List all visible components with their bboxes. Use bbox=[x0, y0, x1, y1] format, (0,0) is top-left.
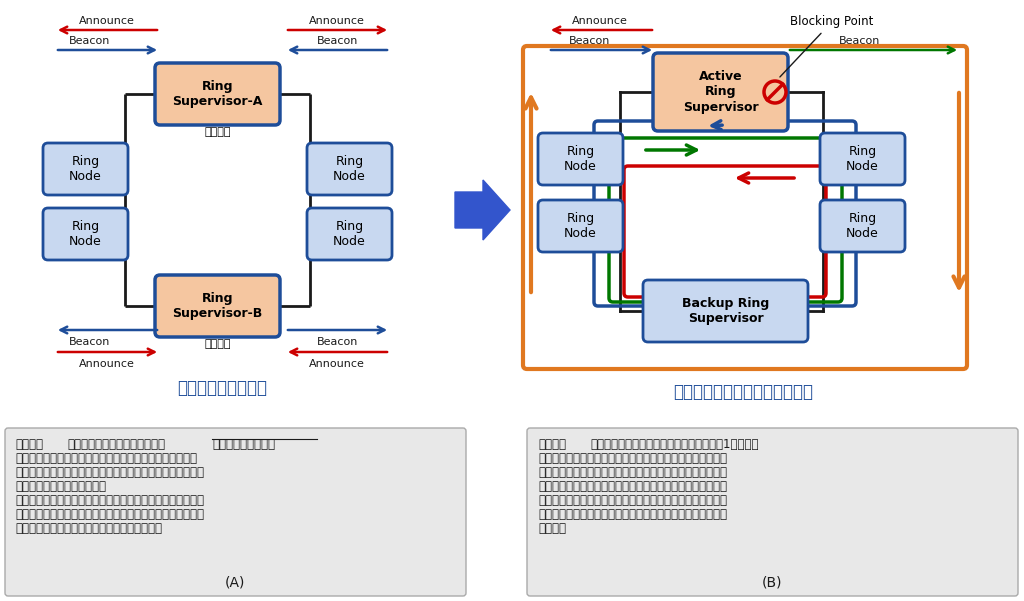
Text: Beacon: Beacon bbox=[317, 36, 358, 46]
Text: Announce: Announce bbox=[572, 16, 628, 26]
Text: 複数のリング・スーパーバイザが存在する場合は、受信した: 複数のリング・スーパーバイザが存在する場合は、受信した bbox=[15, 494, 204, 507]
Text: Ring
Node: Ring Node bbox=[846, 212, 879, 240]
Text: 初期状態: 初期状態 bbox=[15, 438, 43, 451]
Text: Blocking Point: Blocking Point bbox=[780, 16, 873, 77]
Text: 送信。ビーコンとアナウンスがリングを巡回し逆ポートから: 送信。ビーコンとアナウンスがリングを巡回し逆ポートから bbox=[538, 480, 727, 493]
Text: 正しく受信することで、リングの安定状態を確認する。その: 正しく受信することで、リングの安定状態を確認する。その bbox=[538, 494, 727, 507]
Text: 通常フレームは遷断: 通常フレームは遷断 bbox=[177, 379, 267, 397]
Text: 安定状態: 安定状態 bbox=[538, 438, 566, 451]
FancyBboxPatch shape bbox=[5, 428, 466, 596]
FancyBboxPatch shape bbox=[307, 208, 392, 260]
Text: 通常フレームを遮断: 通常フレームを遮断 bbox=[212, 438, 275, 451]
Text: 断していないポートからアナウンス・フレームを一定間隔で: 断していないポートからアナウンス・フレームを一定間隔で bbox=[538, 466, 727, 479]
Text: (B): (B) bbox=[762, 576, 782, 590]
Text: 認するとリング構成と認識。: 認するとリング構成と認識。 bbox=[15, 480, 106, 493]
Text: Ring
Node: Ring Node bbox=[333, 220, 366, 248]
Text: 視する。: 視する。 bbox=[538, 522, 566, 535]
FancyBboxPatch shape bbox=[307, 143, 392, 195]
Text: Announce: Announce bbox=[309, 16, 365, 26]
FancyBboxPatch shape bbox=[653, 53, 788, 131]
Text: ビーコンの情報を基に、最高優先度のスーパーバイザがアク: ビーコンの情報を基に、最高優先度のスーパーバイザがアク bbox=[15, 508, 204, 521]
Text: Announce: Announce bbox=[79, 359, 135, 369]
Text: Ring
Supervisor-A: Ring Supervisor-A bbox=[172, 80, 263, 108]
FancyBboxPatch shape bbox=[820, 200, 905, 252]
Text: Announce: Announce bbox=[79, 16, 135, 26]
Text: Ring
Node: Ring Node bbox=[564, 145, 597, 173]
FancyBboxPatch shape bbox=[820, 133, 905, 185]
Text: Backup Ring
Supervisor: Backup Ring Supervisor bbox=[682, 297, 769, 325]
FancyBboxPatch shape bbox=[538, 133, 623, 185]
Text: Beacon: Beacon bbox=[70, 337, 111, 347]
Text: Beacon: Beacon bbox=[70, 36, 111, 46]
Text: (A): (A) bbox=[225, 576, 245, 590]
Text: Ring
Node: Ring Node bbox=[70, 220, 101, 248]
Text: した状態で、ビーコンとアナウンスを両ポートから送信。: した状態で、ビーコンとアナウンスを両ポートから送信。 bbox=[15, 452, 197, 465]
Text: Ring
Node: Ring Node bbox=[564, 212, 597, 240]
FancyBboxPatch shape bbox=[643, 280, 808, 342]
Text: Ring
Node: Ring Node bbox=[333, 155, 366, 183]
Text: ：アクティブ・リング・スーパーバイザは1ポートの: ：アクティブ・リング・スーパーバイザは1ポートの bbox=[590, 438, 759, 451]
FancyBboxPatch shape bbox=[43, 208, 128, 260]
Text: 高優先度: 高優先度 bbox=[204, 127, 230, 137]
Text: リング・スーパーバイザは、両ポートでビーコンの巡回を確: リング・スーパーバイザは、両ポートでビーコンの巡回を確 bbox=[15, 466, 204, 479]
Text: Ring
Node: Ring Node bbox=[846, 145, 879, 173]
Text: Ring
Supervisor-B: Ring Supervisor-B bbox=[172, 292, 262, 320]
Text: Beacon: Beacon bbox=[569, 36, 610, 46]
FancyBboxPatch shape bbox=[527, 428, 1018, 596]
Text: Beacon: Beacon bbox=[317, 337, 358, 347]
FancyBboxPatch shape bbox=[538, 200, 623, 252]
Text: 後は、障害発生と新たなリング・スーパーバイザの登場を監: 後は、障害発生と新たなリング・スーパーバイザの登場を監 bbox=[538, 508, 727, 521]
FancyBboxPatch shape bbox=[155, 275, 280, 337]
Text: ティブになり、その他はバックアップになる。: ティブになり、その他はバックアップになる。 bbox=[15, 522, 162, 535]
Text: 通常フレームを遮断。両ポートからビーコン・フレーム、遮: 通常フレームを遮断。両ポートからビーコン・フレーム、遮 bbox=[538, 452, 727, 465]
Text: ：各リング・スーパーバイザは: ：各リング・スーパーバイザは bbox=[67, 438, 165, 451]
Text: Active
Ring
Supervisor: Active Ring Supervisor bbox=[683, 70, 759, 114]
Text: Announce: Announce bbox=[309, 359, 365, 369]
Text: Beacon: Beacon bbox=[840, 36, 881, 46]
Text: 通常フレームは双方向に流れる: 通常フレームは双方向に流れる bbox=[673, 383, 813, 401]
FancyBboxPatch shape bbox=[43, 143, 128, 195]
Polygon shape bbox=[455, 180, 510, 240]
Text: 低優先度: 低優先度 bbox=[204, 339, 230, 349]
Text: Ring
Node: Ring Node bbox=[70, 155, 101, 183]
FancyBboxPatch shape bbox=[155, 63, 280, 125]
